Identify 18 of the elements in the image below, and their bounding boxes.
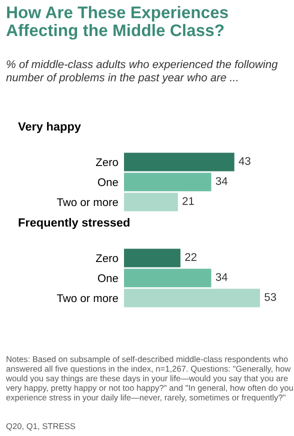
text: Notes: Based on subsample of self-described middle-class respondents who answered all five questions in the index, n=1,267. Questions: "Generally, how would you say things are these days in your life—would you say that you are very happy, pretty happy or not too happy?" and "In general, how often do you experience stress in your daily life—never, rarely, sometimes or frequently?": [6, 356, 293, 402]
data-label: 34: [216, 273, 228, 281]
text: Q20, Q1, STRESS: [6, 423, 76, 431]
data-label: 53: [264, 293, 276, 301]
y-tick-label: Two or more: [56, 294, 118, 302]
y-tick-label: Zero: [96, 158, 118, 166]
y-tick-label: One: [98, 274, 118, 282]
y-tick-label: One: [98, 178, 118, 186]
text: How Are These Experiences Affecting the Middle Class?: [6, 6, 228, 40]
chart-title: Frequently stressed: [18, 218, 130, 230]
data-label: 34: [216, 177, 228, 185]
chart-title: Very happy: [18, 122, 81, 134]
y-tick-label: Zero: [96, 254, 118, 262]
data-label: 43: [238, 157, 250, 165]
text: % of middle-class adults who experienced the following number of problems in the past year who are ...: [6, 60, 278, 84]
y-tick-label: Two or more: [56, 198, 118, 206]
data-label: 21: [182, 197, 194, 205]
data-label: 22: [185, 253, 196, 261]
